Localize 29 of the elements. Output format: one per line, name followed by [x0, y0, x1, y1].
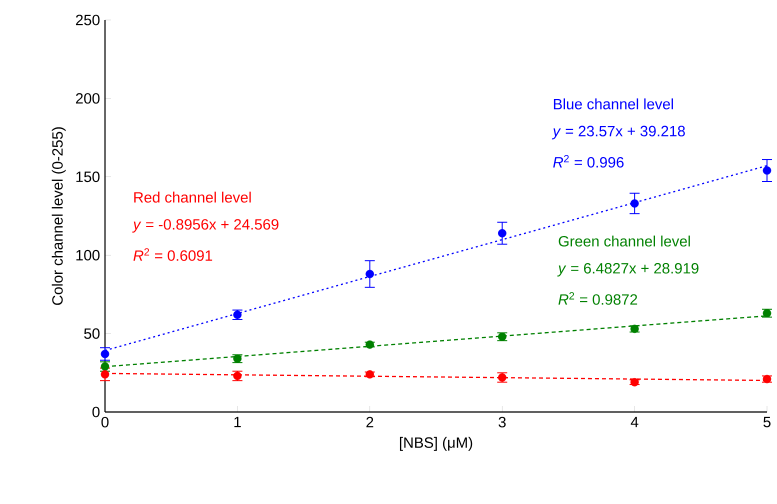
annotation: Green channel level — [558, 236, 690, 247]
x-tick-label: 0 — [101, 416, 109, 428]
x-axis-title: [NBS] (μM) — [400, 436, 472, 451]
x-tick-label: 2 — [366, 416, 374, 428]
y-tick-label: 0 — [92, 406, 100, 418]
y-tick-label: 50 — [84, 328, 100, 339]
annotation: R$^{2}$ = 0.6091 — [133, 248, 212, 261]
point — [100, 362, 110, 371]
y-tick-label: 200 — [76, 93, 100, 104]
y-axis-title: Color channel level (0-255) — [52, 127, 66, 305]
x-tick-label: 4 — [630, 416, 638, 428]
point — [630, 199, 639, 208]
annotation: R$^{2}$ = 0.9872 — [558, 292, 638, 305]
annotation: Blue channel level — [554, 98, 673, 110]
x-tick-label: 3 — [498, 416, 506, 428]
annotation: y = 6.4827x + 28.919 — [557, 263, 698, 277]
point — [100, 370, 110, 379]
annotation: R$^{2}$ = 0.996 — [553, 154, 624, 168]
x-tick-label: 1 — [234, 416, 241, 428]
point — [100, 350, 110, 358]
annotation: y = 23.57x + 39.218 — [552, 126, 685, 140]
y-tick-label: 150 — [76, 171, 100, 182]
y-tick-label: 250 — [76, 14, 100, 26]
y-tick-label: 100 — [76, 250, 100, 260]
x-tick-label: 5 — [763, 416, 771, 428]
point — [498, 229, 506, 238]
annotation: Red channel level — [134, 192, 251, 203]
point — [366, 270, 374, 278]
annotation: y = -0.8956x + 24.569 — [132, 219, 278, 233]
